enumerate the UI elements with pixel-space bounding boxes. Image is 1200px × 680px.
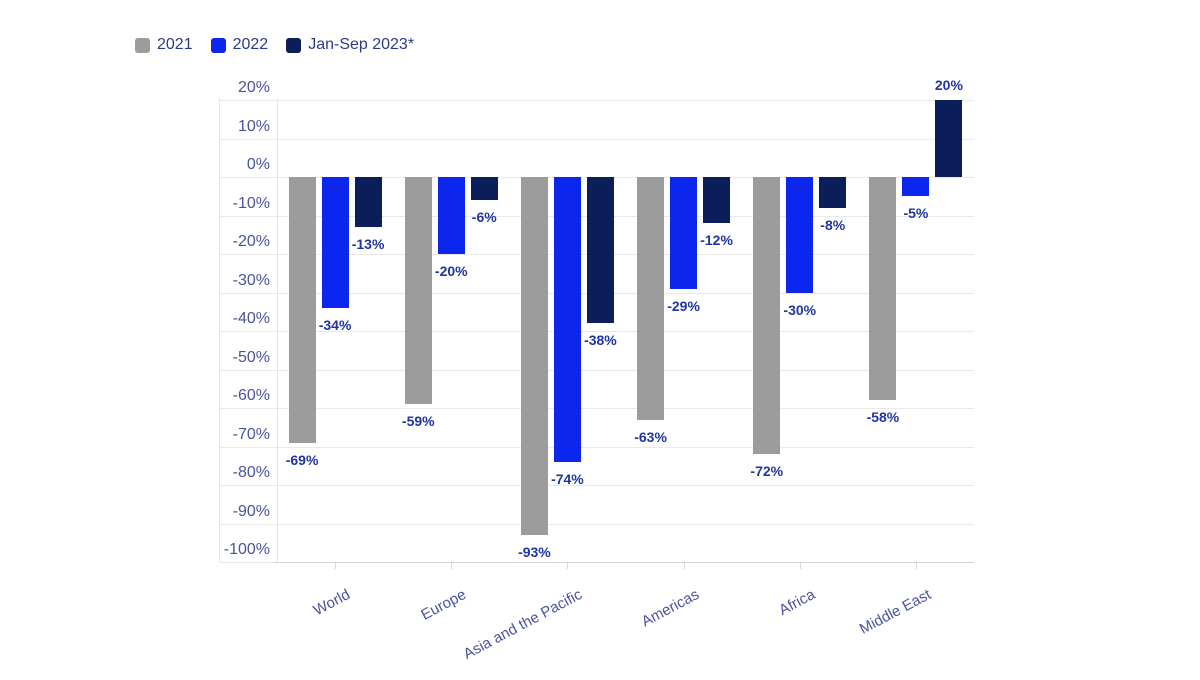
data-label: -63% [634,428,667,445]
data-label: -58% [866,409,900,426]
legend-item-2[interactable]: Jan-Sep 2023* [286,36,414,54]
plot-left-border [277,98,278,562]
data-label: -59% [401,413,435,430]
bar-2021-world[interactable] [288,177,316,443]
category-label-0: World [310,586,354,620]
y-axis-tick-label: -90% [232,502,270,520]
y-axis-tick-label: -40% [232,310,270,327]
data-label: -20% [434,263,468,279]
data-label: -38% [584,332,617,349]
data-label: -29% [667,297,700,314]
bar-jan-sep-2023--americas[interactable] [703,177,731,224]
category-label-1: Europe [418,586,470,624]
y-gridline [219,408,974,409]
y-axis-tick-label: -50% [232,348,270,366]
plot-left-border [219,98,220,562]
bar-2022-asia-and-the-pacific[interactable] [553,177,581,462]
y-gridline [219,331,974,332]
data-label: -72% [750,463,784,480]
y-axis-tick-label: -100% [223,541,270,558]
data-label: 20% [934,77,963,93]
category-label-2: Asia and the Pacific [461,586,586,663]
data-label: -93% [518,544,551,561]
bar-2022-europe[interactable] [437,177,465,254]
bar-2022-americas[interactable] [670,177,698,289]
x-axis-tick [915,563,917,569]
bar-2022-middle-east[interactable] [902,177,930,197]
data-label: -6% [471,209,497,226]
legend-label: Jan-Sep 2023* [308,36,415,53]
bar-jan-sep-2023--africa[interactable] [819,177,847,208]
bar-2021-asia-and-the-pacific[interactable] [520,177,548,536]
x-axis-line [274,562,974,563]
x-axis-tick [683,563,685,569]
data-label: -74% [551,470,584,487]
legend-label: 2022 [232,36,269,53]
legend-swatch-icon [286,37,302,53]
y-axis-tick-label: 0% [246,156,270,173]
x-axis-tick [451,563,453,569]
bar-2022-world[interactable] [321,177,349,308]
bar-jan-sep-2023--middle-east[interactable] [935,100,963,177]
data-label: -5% [903,205,929,222]
y-gridline [219,369,974,371]
y-axis-tick-label: 20% [237,79,270,96]
y-axis-tick-label: -30% [232,271,270,289]
x-axis-tick [799,563,801,569]
y-gridline [219,100,974,101]
data-label: -69% [285,451,319,468]
bar-2022-africa[interactable] [786,177,814,293]
legend-swatch-icon [135,37,150,53]
data-label: -12% [700,232,733,249]
legend-item-1[interactable]: 2022 [210,36,269,54]
bar-jan-sep-2023--world[interactable] [354,177,382,228]
bar-2021-middle-east[interactable] [869,177,897,401]
data-label: -34% [318,316,352,333]
x-axis-tick [335,563,337,569]
bar-jan-sep-2023--europe[interactable] [470,177,498,201]
y-gridline [219,446,974,448]
y-axis-tick-label: 10% [237,117,270,135]
category-label-4: Africa [775,586,818,620]
legend-label: 2021 [157,36,193,53]
category-label-3: Americas [638,586,702,631]
bar-jan-sep-2023--asia-and-the-pacific[interactable] [586,177,614,324]
y-axis-tick-label: -10% [232,194,270,212]
data-label: -13% [351,236,385,253]
data-label: -8% [820,216,846,233]
y-axis-tick-label: -20% [232,233,270,250]
y-axis-tick-label: -60% [232,387,270,404]
legend-item-0[interactable]: 2021 [135,36,193,54]
y-gridline [219,138,974,140]
y-gridline [219,523,974,525]
data-label: -30% [783,301,817,318]
bar-2021-europe[interactable] [404,177,432,405]
chart-legend: 2021 2022 Jan-Sep 2023* [135,36,414,54]
legend-swatch-icon [210,37,226,53]
category-label-5: Middle East [856,586,934,638]
y-axis-tick-label: -80% [232,464,270,481]
bar-2021-africa[interactable] [753,177,781,455]
y-gridline [219,485,974,486]
x-axis-tick [567,563,569,569]
bar-2021-americas[interactable] [637,177,665,420]
y-axis-tick-label: -70% [232,425,270,443]
